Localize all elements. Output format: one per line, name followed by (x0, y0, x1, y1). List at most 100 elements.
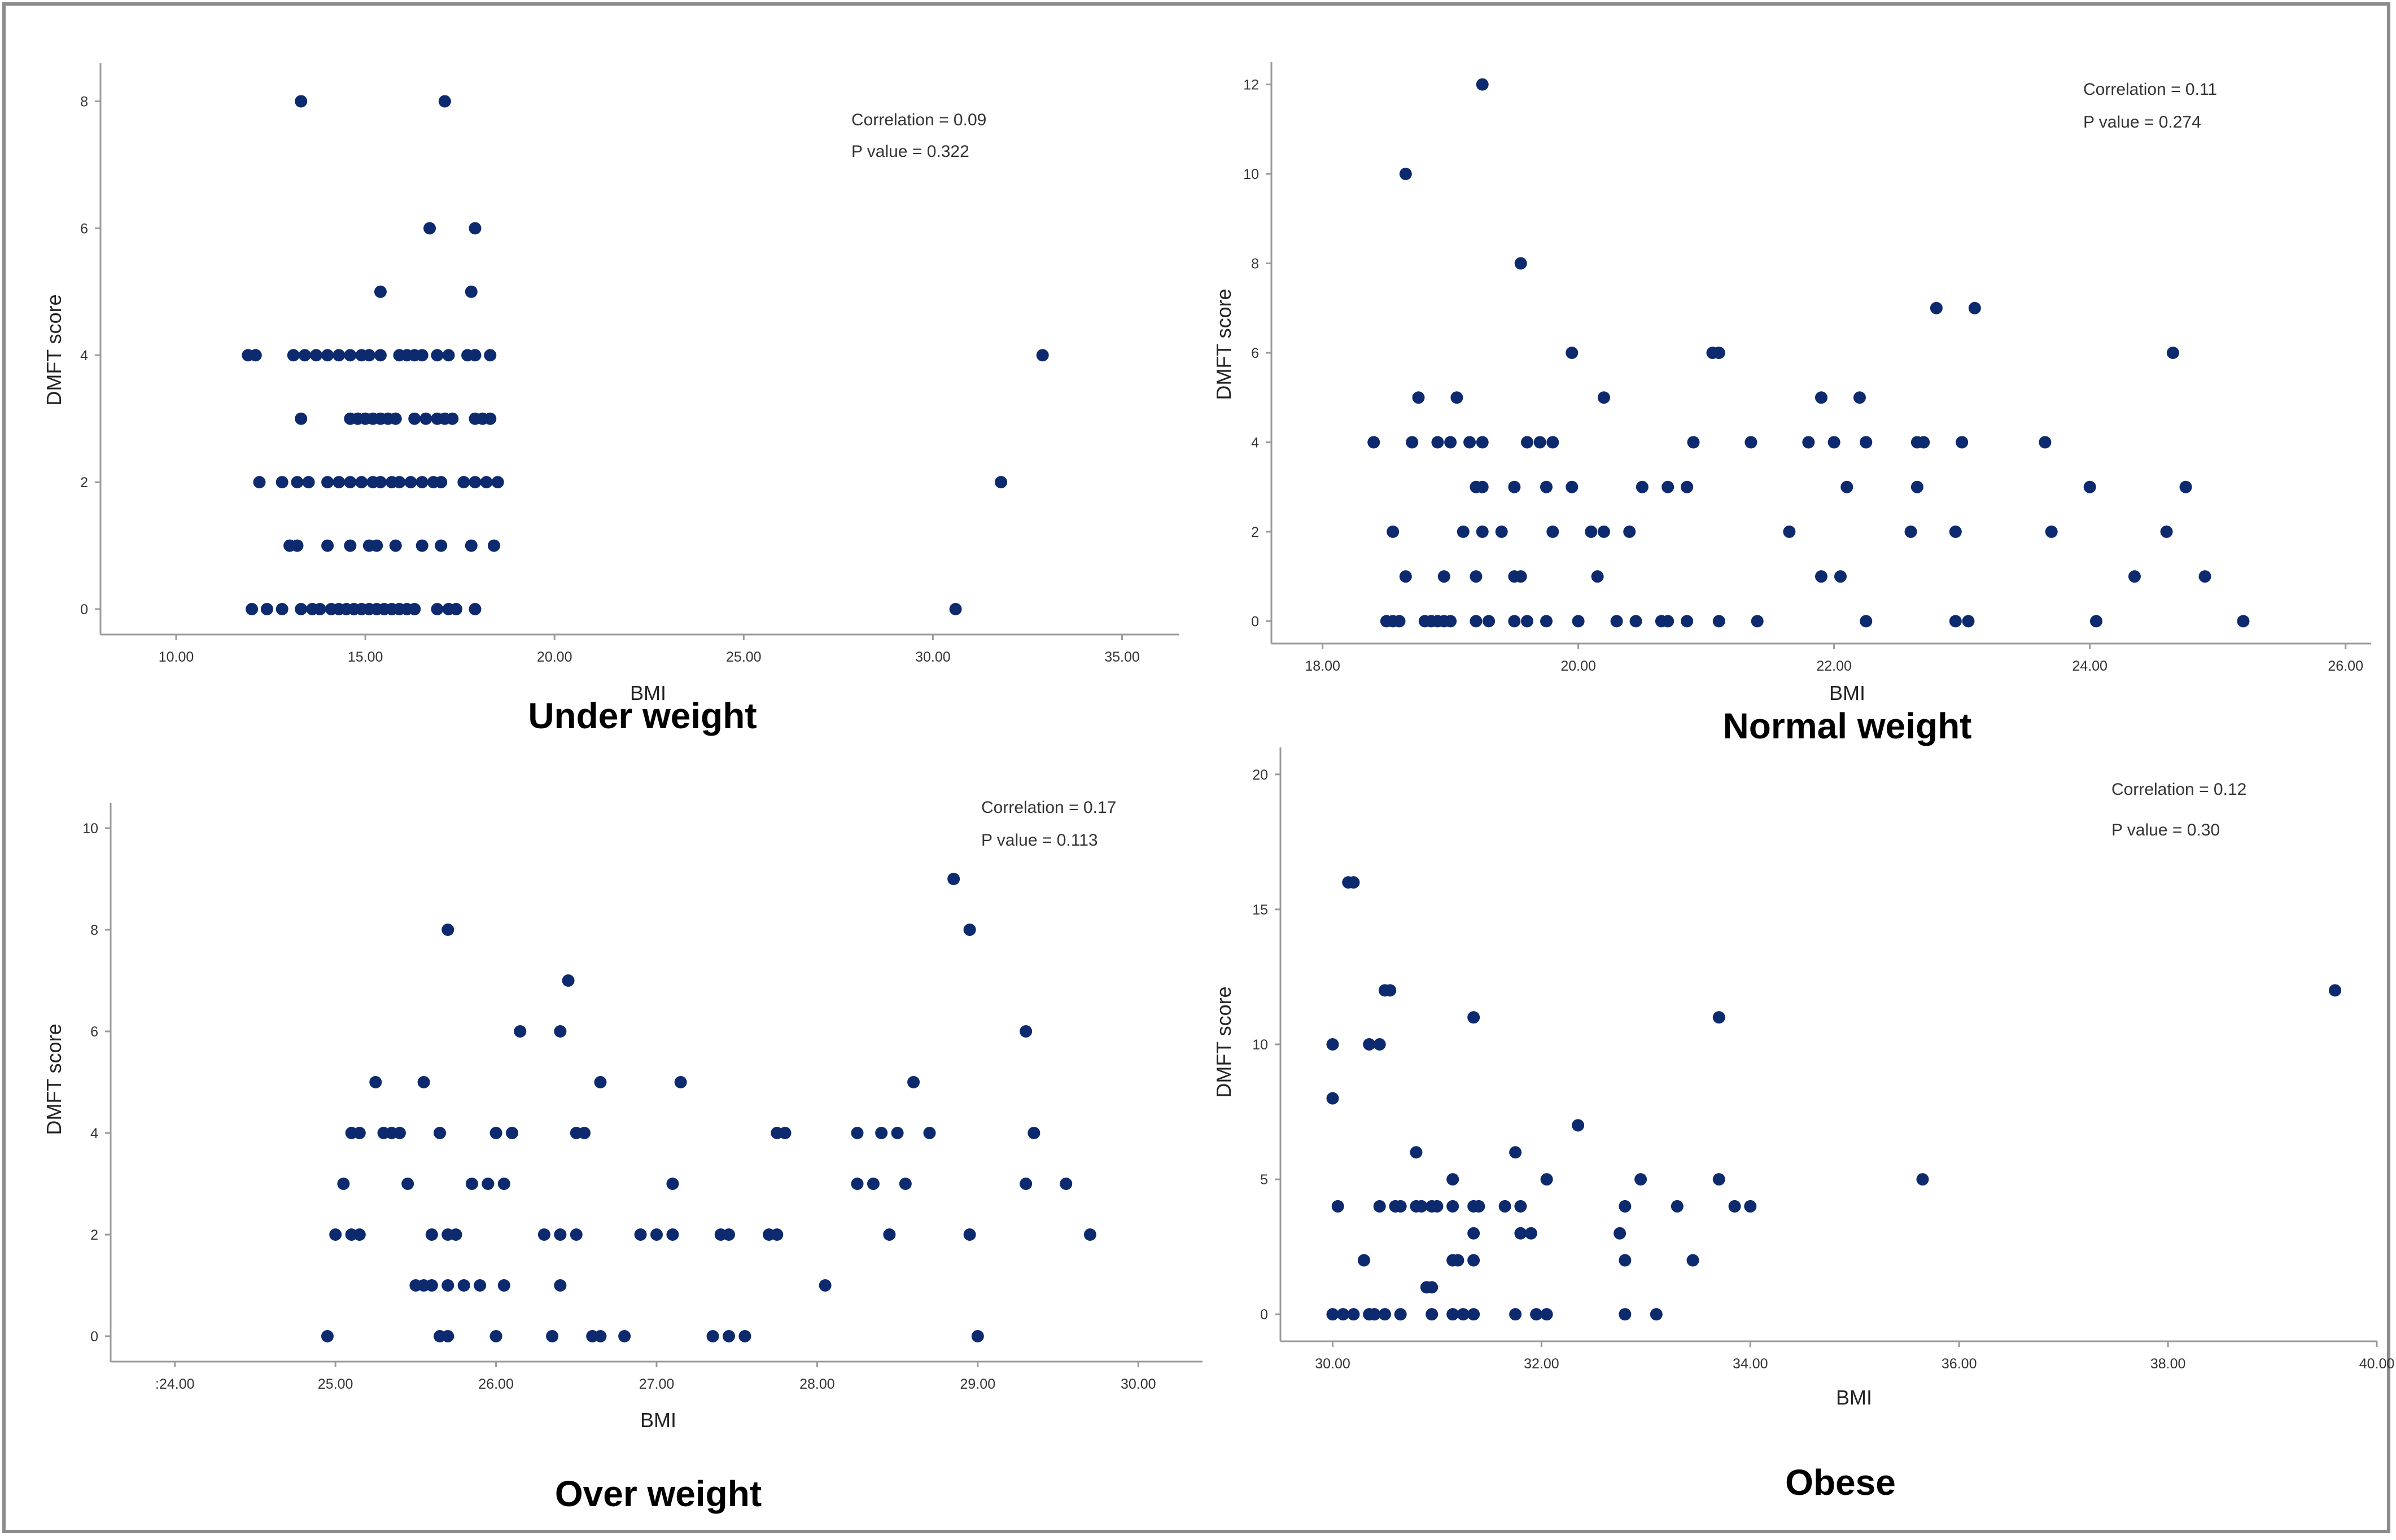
data-point (344, 349, 357, 362)
data-point (246, 603, 259, 616)
data-point (434, 1127, 447, 1139)
data-point (1533, 436, 1546, 449)
data-point (291, 539, 304, 552)
data-point (1636, 480, 1649, 493)
data-point (1336, 1308, 1349, 1321)
data-point (1394, 1200, 1407, 1213)
data-point (2166, 347, 2179, 359)
data-point (2083, 480, 2096, 493)
data-point (416, 539, 429, 552)
data-point (1399, 168, 1412, 181)
data-point (1326, 1308, 1339, 1321)
data-point (1514, 257, 1527, 270)
data-point (1476, 436, 1489, 449)
data-point (1406, 436, 1419, 449)
data-point (1483, 615, 1496, 628)
data-point (722, 1228, 735, 1241)
data-point (465, 539, 478, 552)
x-tick-label: 22.00 (1816, 658, 1852, 674)
data-point (442, 349, 455, 362)
data-point (1393, 615, 1406, 628)
data-point (1662, 615, 1674, 628)
y-tick-label: 8 (80, 94, 88, 110)
data-point (497, 1178, 510, 1190)
data-point (1566, 347, 1579, 359)
data-point (1367, 436, 1380, 449)
x-tick-label: 25.00 (726, 649, 762, 665)
data-point (867, 1178, 880, 1190)
panel-caption: Under weight (528, 695, 757, 736)
data-point (923, 1127, 936, 1139)
data-point (417, 1076, 430, 1088)
y-tick-label: 4 (80, 348, 88, 364)
data-point (484, 412, 497, 425)
x-tick-label: 15.00 (348, 649, 383, 665)
data-point (419, 412, 432, 425)
data-point (329, 1228, 342, 1241)
data-point (1949, 525, 1962, 538)
data-point (310, 349, 322, 362)
data-point (1331, 1200, 1344, 1213)
data-point (971, 1330, 984, 1342)
data-point (465, 285, 478, 298)
y-tick-label: 6 (80, 221, 88, 237)
data-point (1962, 615, 1975, 628)
data-point (1634, 1173, 1647, 1186)
data-point (1363, 1038, 1376, 1051)
panel-under-weight: 10.00 15.00 20.00 25.00 30.00 35.00 0 2 4 6 8 DMFT… (42, 63, 1179, 736)
data-point (1373, 1038, 1386, 1051)
y-tick-label: 0 (1260, 1307, 1268, 1323)
data-point (1426, 1308, 1439, 1321)
data-point (1357, 1254, 1370, 1267)
data-point (995, 476, 1008, 489)
data-point (1540, 1173, 1553, 1186)
data-point (469, 222, 482, 235)
data-point (1540, 1308, 1553, 1321)
data-point (1597, 391, 1610, 404)
data-point (899, 1178, 912, 1190)
data-point (287, 349, 300, 362)
x-tick-label: 24.00 (2072, 658, 2108, 674)
data-point (722, 1330, 735, 1342)
data-point (1399, 570, 1412, 583)
data-point (851, 1178, 864, 1190)
data-point (295, 603, 308, 616)
data-point (578, 1127, 591, 1139)
data-point (1347, 1308, 1360, 1321)
data-point (1686, 1254, 1699, 1267)
data-point (1930, 301, 1943, 314)
data-point (1949, 615, 1962, 628)
data-point (484, 349, 497, 362)
x-tick-label: 40.00 (2359, 1356, 2395, 1372)
data-point (1860, 615, 1873, 628)
correlation-label: Correlation = 0.11 (2083, 80, 2217, 99)
y-tick-label: 0 (80, 602, 88, 618)
p-value-label: P value = 0.274 (2083, 113, 2201, 132)
data-point (618, 1330, 631, 1342)
y-tick-label: 2 (90, 1227, 98, 1243)
data-point (344, 539, 357, 552)
data-point (353, 1228, 366, 1241)
y-tick-label: 4 (90, 1126, 98, 1141)
data-point (1467, 1308, 1480, 1321)
data-point (408, 603, 421, 616)
data-point (1368, 1308, 1381, 1321)
data-point (1028, 1127, 1040, 1139)
data-point (1802, 436, 1815, 449)
data-point (1083, 1228, 1096, 1241)
data-point (2237, 615, 2250, 628)
x-tick-label: 29.00 (960, 1376, 996, 1392)
data-point (489, 1330, 502, 1342)
x-axis-title: BMI (1836, 1386, 1872, 1409)
data-point (1671, 1200, 1684, 1213)
data-point (1412, 391, 1425, 404)
data-point (1514, 1227, 1527, 1240)
data-point (1910, 480, 1923, 493)
data-point (1476, 78, 1489, 91)
data-point (401, 1178, 414, 1190)
data-point (1614, 1227, 1627, 1240)
x-axis-title: BMI (640, 1408, 676, 1432)
data-point (441, 1279, 454, 1292)
data-point (1020, 1025, 1033, 1038)
data-point (1751, 615, 1764, 628)
